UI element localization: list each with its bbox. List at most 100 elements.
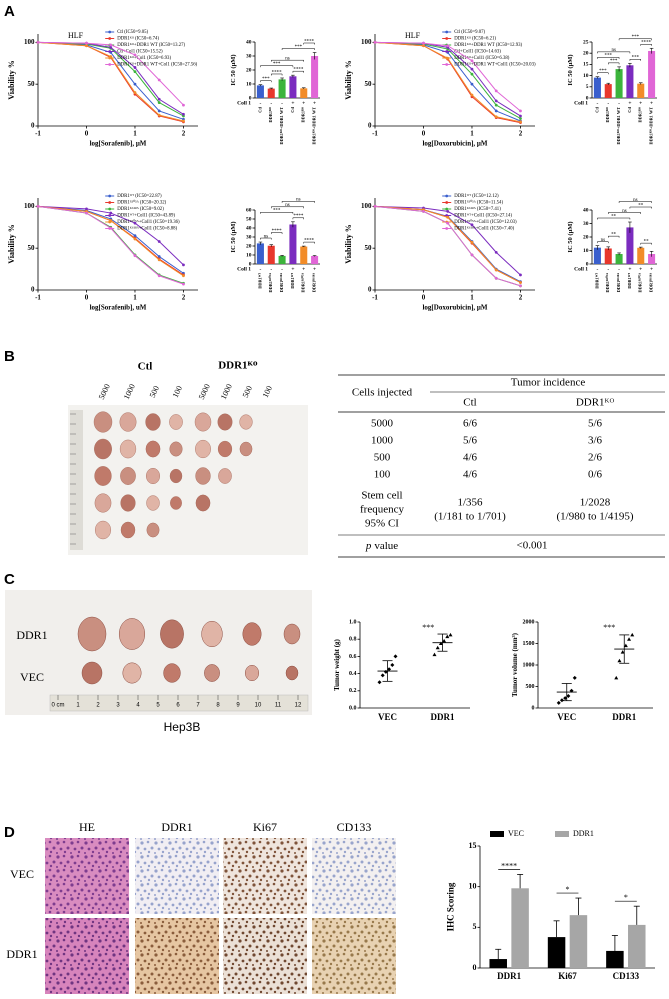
table-cell: 100 [374, 469, 391, 481]
significance-label: ** [638, 203, 644, 208]
table-cell: 500 [374, 452, 391, 464]
legend-marker [445, 207, 449, 211]
column-label: CD133 [337, 820, 372, 834]
point [109, 45, 113, 49]
significance-bracket [292, 70, 304, 73]
tumor [218, 468, 232, 484]
treatment-sign: + [628, 266, 631, 272]
y-tick-label: 100 [24, 38, 35, 46]
point [157, 101, 161, 104]
significance-label: *** [605, 54, 613, 59]
legend-label: DDR1ᴷ⁶¹⁸ᴬ (IC50=9.02) [117, 206, 164, 212]
legend-label: DDR1ᴷᴼ+DDR1 WT (IC50=13.27) [117, 42, 185, 48]
ruler-label: 4 [136, 703, 140, 709]
point [85, 211, 88, 215]
category-label: Ctl [627, 106, 632, 113]
legend-label: DDR1ᵂᵀ (IC50=12.12) [454, 193, 499, 199]
curve [37, 41, 184, 122]
significance-bracket [303, 42, 315, 45]
curve [37, 205, 184, 285]
y-tick-label: 15 [583, 62, 589, 68]
row-label: VEC [10, 867, 34, 881]
category-label: DDR1ᴿ¹⁰⁵ᴬ [605, 273, 610, 293]
legend-marker [108, 30, 112, 34]
table-cell: 1/356 [457, 497, 483, 509]
significance-label: *** [632, 35, 640, 40]
column-label: DDR1 [161, 820, 192, 834]
y-tick-label: 5 [586, 84, 589, 90]
category-label: DDR1ᴷ⁶¹⁸ᴬ [616, 273, 621, 292]
tumor [242, 622, 262, 646]
category-label: Ctl [290, 106, 295, 113]
ruler-label: 1 [76, 703, 80, 709]
significance-label: ns [633, 198, 638, 203]
ihc-image [312, 918, 396, 994]
bar [489, 959, 507, 968]
tumor [118, 618, 146, 650]
annotation: *** [422, 623, 434, 632]
y-tick-label: 20 [246, 243, 252, 249]
category-label: DDR1ᴷᴼ [638, 107, 643, 123]
bar [289, 224, 297, 264]
tumor [81, 661, 103, 685]
y-tick-label: 0.6 [349, 654, 357, 660]
ruler-label: 9 [236, 703, 240, 709]
legend-marker [108, 194, 112, 198]
significance-bracket [281, 201, 315, 203]
legend-marker [108, 207, 112, 211]
bar [267, 88, 275, 98]
ruler [70, 410, 83, 550]
tumor [283, 623, 301, 645]
significance-bracket [281, 48, 315, 50]
point [470, 72, 474, 76]
point [494, 115, 498, 119]
legend-marker [445, 201, 449, 204]
y-tick-label: 30 [583, 221, 589, 227]
y-axis-label: IC 50 (μM) [567, 54, 574, 85]
p-label: value [374, 540, 398, 552]
significance-label: ** [611, 214, 617, 219]
y-tick-label: 60 [246, 207, 252, 213]
legend-label: DDR1ᴷᴼ+Coll1 (IC50=6.38) [454, 55, 510, 61]
tumor [160, 619, 184, 649]
legend-label: Ctl+Col1 (IC50=15.52) [117, 50, 163, 55]
table-cell: p value [365, 540, 398, 552]
significance-bracket [608, 212, 641, 215]
tumor [239, 441, 253, 457]
table-cell: 4/6 [463, 452, 478, 464]
category-label: DDR1ᴷᴼ+DDR1 WT [312, 107, 317, 145]
cell-number: 500 [241, 384, 254, 399]
point [422, 44, 425, 48]
y-axis-label: Viability % [344, 224, 353, 263]
ruler-label: 6 [176, 703, 180, 709]
y-tick-label: 0 [368, 286, 372, 294]
ihc-image [312, 838, 396, 914]
significance-label: *** [599, 69, 607, 74]
y-tick-label: 10 [469, 881, 477, 890]
treatment-sign: - [281, 100, 283, 106]
category-label: DDR1ᴷᴼ+DDR1 WT [616, 107, 621, 145]
cell-number: 1000 [219, 383, 234, 401]
significance-bracket [629, 206, 652, 209]
significance-bracket [271, 232, 283, 235]
tumor [145, 440, 161, 458]
point [630, 632, 635, 637]
point [133, 91, 137, 94]
significance-bracket [640, 44, 652, 46]
point [494, 109, 498, 113]
point [36, 40, 40, 44]
significance-label: ns [622, 209, 627, 214]
significance-label: *** [632, 56, 640, 61]
y-tick-label: 1500 [523, 641, 535, 647]
treatment-sign: - [259, 266, 261, 272]
point [182, 263, 185, 267]
category-label: DDR1ᴷᴼ+DDR1 WT [649, 107, 654, 145]
x-tick-label: 2 [182, 294, 186, 302]
category-label: DDR1ᴷᴼ [301, 107, 306, 123]
curve [374, 41, 521, 112]
significance-label: **** [272, 229, 283, 234]
legend-swatch [490, 831, 504, 837]
point [559, 698, 564, 703]
significance-label: **** [293, 214, 304, 219]
point [36, 204, 40, 208]
